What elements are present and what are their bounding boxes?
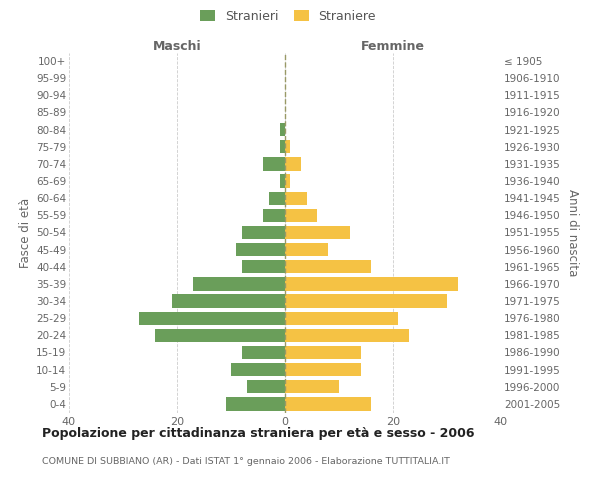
Bar xyxy=(242,260,285,274)
Bar xyxy=(269,192,285,205)
Bar xyxy=(285,312,398,325)
Bar xyxy=(285,157,301,170)
Bar xyxy=(285,226,350,239)
Bar xyxy=(285,192,307,205)
Text: COMUNE DI SUBBIANO (AR) - Dati ISTAT 1° gennaio 2006 - Elaborazione TUTTITALIA.I: COMUNE DI SUBBIANO (AR) - Dati ISTAT 1° … xyxy=(42,458,450,466)
Bar xyxy=(242,226,285,239)
Bar xyxy=(285,208,317,222)
Bar xyxy=(285,174,290,188)
Bar xyxy=(285,397,371,410)
Bar xyxy=(242,346,285,359)
Bar xyxy=(193,277,285,290)
Bar xyxy=(285,243,328,256)
Text: Popolazione per cittadinanza straniera per età e sesso - 2006: Popolazione per cittadinanza straniera p… xyxy=(42,428,475,440)
Bar xyxy=(263,157,285,170)
Bar xyxy=(285,260,371,274)
Bar xyxy=(231,363,285,376)
Legend: Stranieri, Straniere: Stranieri, Straniere xyxy=(196,6,380,26)
Bar xyxy=(285,277,458,290)
Bar xyxy=(236,243,285,256)
Bar xyxy=(285,328,409,342)
Bar xyxy=(226,397,285,410)
Y-axis label: Anni di nascita: Anni di nascita xyxy=(566,189,579,276)
Bar xyxy=(280,123,285,136)
Y-axis label: Fasce di età: Fasce di età xyxy=(19,198,32,268)
Bar xyxy=(263,208,285,222)
Bar xyxy=(285,380,339,394)
Bar xyxy=(247,380,285,394)
Text: Maschi: Maschi xyxy=(152,40,202,52)
Bar xyxy=(139,312,285,325)
Bar xyxy=(155,328,285,342)
Bar xyxy=(285,140,290,153)
Bar xyxy=(280,140,285,153)
Bar xyxy=(285,294,447,308)
Bar xyxy=(172,294,285,308)
Text: Femmine: Femmine xyxy=(361,40,425,52)
Bar xyxy=(285,363,361,376)
Bar xyxy=(280,174,285,188)
Bar xyxy=(285,346,361,359)
